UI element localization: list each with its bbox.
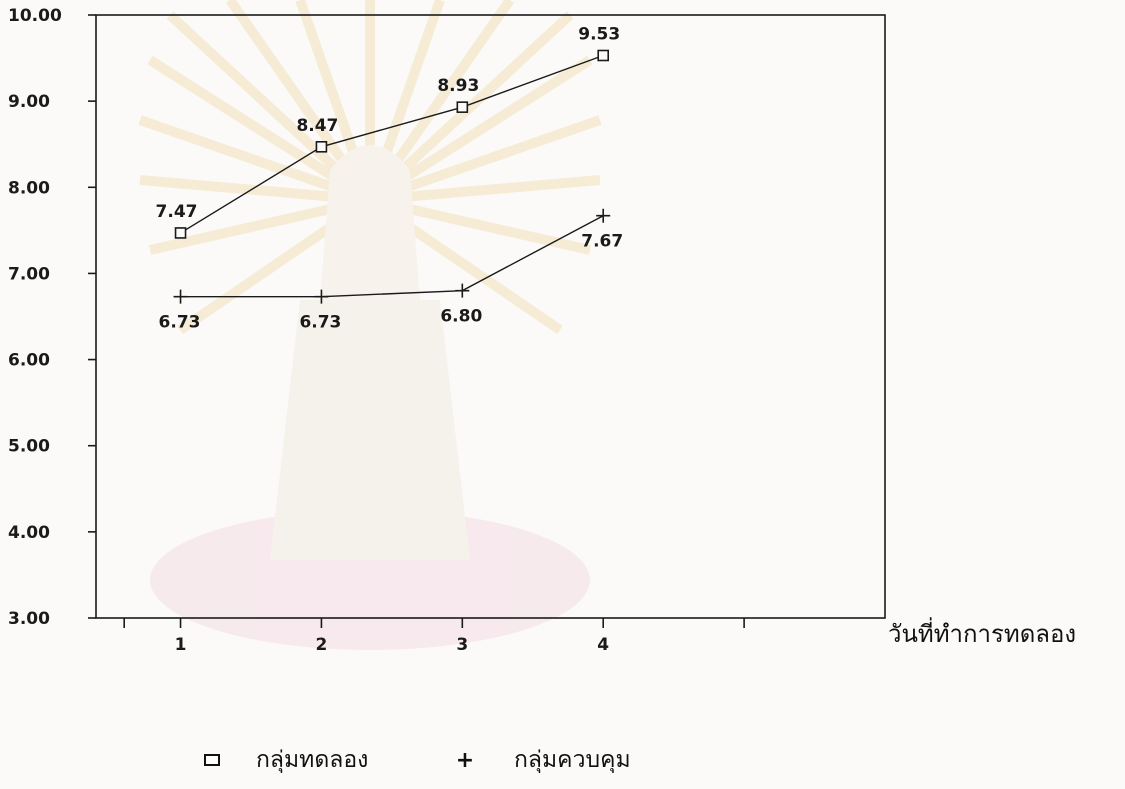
y-tick-label: 8.00: [8, 178, 50, 198]
series-line: [180, 54, 604, 234]
x-tick-label: 4: [597, 635, 609, 655]
x-axis-title: วันที่ทำการทดลอง: [888, 617, 1076, 648]
data-label: 7.67: [581, 232, 623, 252]
square-point: [597, 49, 610, 62]
y-tick-label: 10.00: [8, 6, 62, 26]
plus-point: [455, 283, 470, 298]
y-tick-label: 4.00: [8, 523, 50, 543]
x-tick-label: 2: [316, 635, 328, 655]
series-layer: 7.47 8.47 8.93 9.53 6.73 6.73 6.80 7.67: [156, 24, 624, 332]
legend-label-experimental: กลุ่มทดลอง: [256, 747, 369, 773]
y-tick-label: 9.00: [8, 92, 50, 112]
data-label: 8.93: [437, 76, 479, 96]
x-tick-label: 1: [175, 635, 187, 655]
plot-frame: [95, 14, 886, 619]
plus-point: [173, 289, 188, 304]
square-marker-icon: [204, 754, 220, 766]
legend-label-control: กลุ่มควบคุม: [514, 747, 631, 773]
data-label: 6.73: [159, 313, 201, 333]
chart-axes: [95, 14, 886, 619]
y-axis-ticks: 3.00 4.00 5.00 6.00 7.00 8.00 9.00 10.00: [8, 6, 96, 629]
series-line: [180, 215, 604, 298]
data-label: 7.47: [156, 202, 198, 222]
square-point: [456, 101, 469, 113]
legend-item-control: + กลุ่มควบคุม: [450, 740, 631, 780]
x-axis-ticks: 1 2 3 4: [123, 618, 745, 655]
data-label: 6.73: [299, 313, 341, 333]
square-point: [315, 140, 328, 153]
plus-point: [314, 289, 329, 304]
series-control: 6.73 6.73 6.80 7.67: [159, 208, 623, 333]
square-point: [174, 227, 187, 239]
x-tick-label: 3: [456, 635, 468, 655]
y-tick-label: 3.00: [8, 609, 50, 629]
legend: กลุ่มทดลอง + กลุ่มควบคุม: [200, 740, 740, 780]
plus-point: [596, 208, 611, 223]
y-tick-label: 5.00: [8, 437, 50, 457]
series-experimental: 7.47 8.47 8.93 9.53: [156, 24, 620, 239]
data-label: 9.53: [578, 24, 620, 44]
legend-item-experimental: กลุ่มทดลอง: [200, 740, 368, 780]
y-tick-label: 7.00: [8, 264, 50, 284]
data-label: 8.47: [296, 116, 338, 136]
plus-marker-icon: +: [455, 747, 475, 773]
data-label: 6.80: [440, 307, 482, 327]
y-tick-label: 6.00: [8, 351, 50, 371]
